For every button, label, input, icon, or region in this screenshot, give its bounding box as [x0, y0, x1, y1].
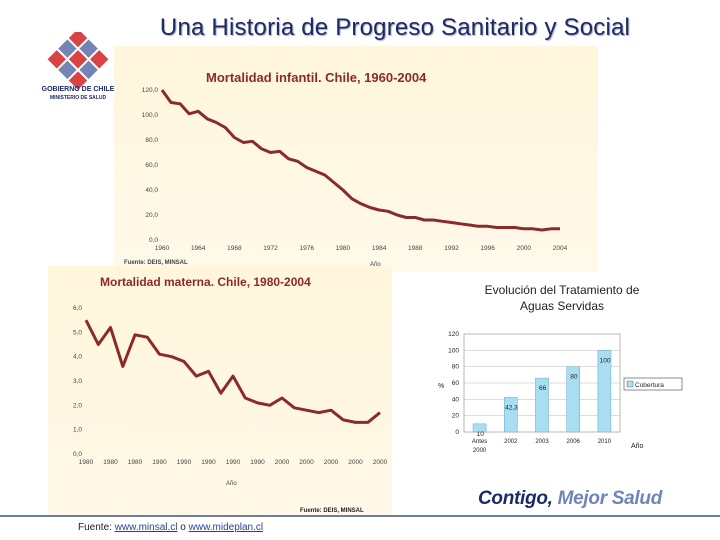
- chart1-xtick: 1990: [177, 459, 192, 466]
- chart0-ytick: 40,0: [145, 187, 158, 194]
- chart0-xtick: 1980: [336, 245, 351, 252]
- minsal-link[interactable]: www.minsal.cl: [114, 522, 178, 533]
- source-prefix: Fuente:: [78, 522, 112, 533]
- chart1-xtick: 2000: [275, 459, 290, 466]
- water-treatment-panel: Evolución del Tratamiento de Aguas Servi…: [420, 276, 690, 466]
- mideplan-link[interactable]: www.mideplan.cl: [188, 522, 264, 533]
- water-ytick: 40: [452, 396, 460, 403]
- maternal-xlabel: Año: [226, 481, 237, 487]
- legend-swatch: [626, 380, 634, 388]
- water-legend: Cobertura: [623, 377, 683, 391]
- chart1-ytick: 2,0: [73, 402, 82, 409]
- chart1-xtick: 1990: [250, 459, 265, 466]
- water-ytick: 0: [455, 429, 459, 436]
- maternal-chart-title: Mortalidad materna. Chile, 1980-2004: [100, 275, 311, 289]
- water-ytick: 80: [452, 364, 460, 371]
- water-bar: [597, 350, 612, 433]
- chart0-xtick: 2004: [553, 245, 568, 252]
- chart0-ytick: 60,0: [145, 162, 158, 169]
- maternal-mortality-panel: Mortalidad materna. Chile, 1980-2004 0,0…: [48, 266, 392, 516]
- chart1-xtick: 1990: [152, 459, 167, 466]
- water-xtick: 2002: [504, 439, 518, 445]
- chart1-xtick: 1980: [103, 459, 118, 466]
- water-bar: [566, 366, 581, 433]
- source-line: Fuente: www.minsal.cl o www.mideplan.cl: [78, 522, 263, 533]
- chart0-xtick: 1996: [480, 245, 495, 252]
- chart0-xtick: 2000: [517, 245, 532, 252]
- chart1-ytick: 6,0: [73, 305, 82, 312]
- water-ytick: 60: [452, 380, 460, 387]
- ministry-logo: [47, 32, 109, 90]
- chart1-ytick: 0,0: [73, 451, 82, 458]
- chart0-xtick: 1976: [299, 245, 314, 252]
- infant-source: Fuente: DEIS, MINSAL: [124, 260, 188, 266]
- chart0-ytick: 80,0: [145, 137, 158, 144]
- water-bar: [535, 377, 549, 433]
- maternal-source: Fuente: DEIS, MINSAL: [300, 508, 364, 514]
- maternal-series-line: [84, 319, 381, 424]
- chart0-xtick: 1964: [191, 245, 206, 252]
- water-xtick: 2010: [598, 439, 612, 445]
- chart1-xtick: 1980: [128, 459, 143, 466]
- page-title: Una Historia de Progreso Sanitario y Soc…: [159, 14, 631, 41]
- chart0-xtick: 1984: [372, 245, 387, 252]
- chart0-xtick: 1988: [408, 245, 423, 252]
- water-bar-label: 66: [539, 385, 547, 392]
- infant-xlabel: Año: [370, 262, 381, 268]
- chart1-xtick: 2000: [324, 459, 339, 466]
- water-bar-label: 80: [570, 374, 578, 381]
- chart1-xtick: 2000: [299, 459, 314, 466]
- water-xlabel: Año: [631, 443, 644, 450]
- chart1-xtick: 2000: [373, 459, 388, 466]
- source-separator: o: [180, 522, 186, 533]
- water-bar-label: 100: [600, 357, 611, 364]
- water-ylabel: %: [438, 383, 444, 390]
- logo-line1: GOBIERNO DE CHILE: [41, 86, 115, 93]
- logo-line2: MINISTERIO DE SALUD: [49, 95, 107, 101]
- infant-series-line: [160, 89, 560, 232]
- water-bar: [503, 397, 518, 433]
- water-bar: [472, 423, 487, 433]
- water-xtick: 2006: [567, 439, 581, 445]
- slogan: Contigo, Mejor Salud: [478, 488, 662, 510]
- water-treatment-chart: Evolución del Tratamiento de Aguas Servi…: [438, 283, 683, 454]
- footer-divider: [0, 515, 720, 517]
- water-bar-label: 42,3: [505, 404, 518, 411]
- chart1-ytick: 5,0: [73, 329, 82, 336]
- chart0-xtick: 1992: [444, 245, 459, 252]
- water-title-line1: Evolución del Tratamiento de: [485, 283, 640, 297]
- chart1-xtick: 2000: [348, 459, 363, 466]
- legend-label: Cobertura: [635, 382, 664, 389]
- chart0-xtick: 1968: [227, 245, 242, 252]
- chart1-ytick: 1,0: [73, 427, 82, 434]
- chart1-xtick: 1990: [201, 459, 216, 466]
- infant-mortality-chart: Mortalidad infantil. Chile, 1960-2004 0,…: [124, 70, 568, 268]
- chart0-ytick: 100,0: [142, 112, 159, 119]
- chart0-xtick: 1960: [155, 245, 170, 252]
- water-xtick: 2003: [535, 439, 549, 445]
- infant-chart-title: Mortalidad infantil. Chile, 1960-2004: [206, 70, 427, 85]
- water-xtick: Antes: [472, 439, 487, 445]
- chart1-xtick: 1980: [79, 459, 94, 466]
- infant-mortality-panel: Mortalidad infantil. Chile, 1960-2004 0,…: [114, 46, 598, 272]
- chart0-ytick: 0,0: [149, 237, 158, 244]
- water-xtick-line2: 2000: [473, 448, 487, 454]
- water-ytick: 100: [448, 347, 459, 354]
- water-title-line2: Aguas Servidas: [520, 299, 604, 313]
- water-bar-label: 10: [477, 431, 485, 438]
- chart1-ytick: 3,0: [73, 378, 82, 385]
- slogan-part2: Mejor Salud: [557, 488, 663, 509]
- chart1-xtick: 1990: [226, 459, 241, 466]
- slogan-part1: Contigo,: [478, 488, 553, 509]
- maternal-mortality-chart: Mortalidad materna. Chile, 1980-2004 0,0…: [73, 275, 388, 514]
- chart0-ytick: 20,0: [145, 212, 158, 219]
- chart0-ytick: 120,0: [142, 87, 159, 94]
- water-ytick: 20: [452, 413, 460, 420]
- chart1-ytick: 4,0: [73, 354, 82, 361]
- chart0-xtick: 1972: [263, 245, 278, 252]
- water-ytick: 120: [448, 331, 459, 338]
